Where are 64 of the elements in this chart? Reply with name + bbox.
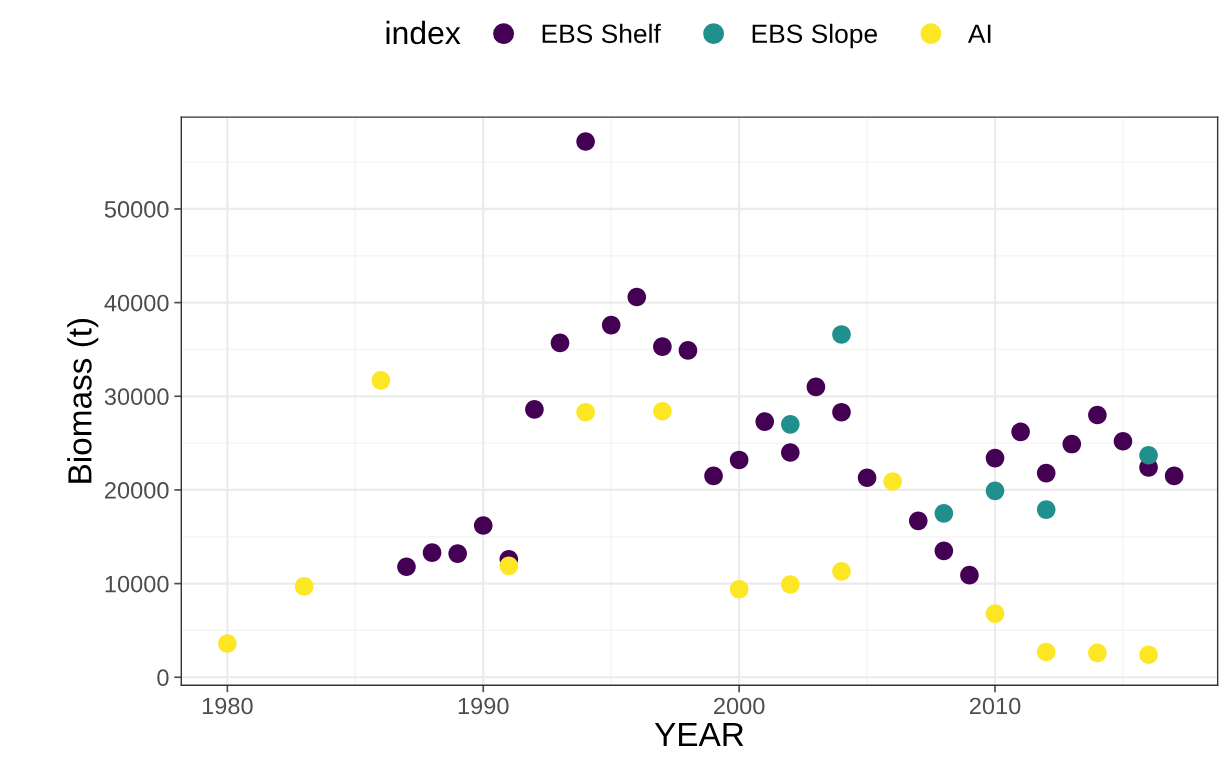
- point: [371, 371, 391, 390]
- point: [985, 448, 1005, 468]
- y-tick-label: 40000: [104, 294, 169, 312]
- point: [1011, 422, 1030, 442]
- point: [525, 400, 544, 419]
- point: [218, 634, 237, 653]
- point: [781, 443, 800, 462]
- y-tick-label: 20000: [105, 482, 169, 499]
- point: [499, 556, 519, 576]
- legend-label: EBS Slope: [752, 23, 877, 49]
- legend-title: index: [386, 20, 461, 45]
- y-tick-label: 10000: [105, 575, 169, 593]
- point: [1139, 445, 1158, 465]
- x-tick-label: 2000: [714, 697, 765, 715]
- point: [576, 132, 595, 151]
- point: [1062, 434, 1082, 454]
- point: [729, 579, 749, 599]
- point: [397, 557, 416, 577]
- point: [1036, 500, 1056, 519]
- point: [832, 402, 851, 422]
- point: [1036, 642, 1056, 662]
- y-tick-label: 0: [157, 669, 169, 687]
- y-axis-title: Biomass (t): [67, 318, 99, 483]
- point: [448, 544, 467, 563]
- x-tick-label: 1990: [458, 697, 509, 715]
- point: [755, 412, 775, 431]
- point: [781, 575, 800, 594]
- point: [627, 287, 647, 307]
- point: [985, 604, 1005, 623]
- point: [832, 562, 851, 581]
- point: [857, 468, 877, 488]
- point: [781, 415, 800, 434]
- point: [704, 466, 723, 486]
- x-tick-label: 1980: [202, 697, 253, 715]
- y-tick-label: 30000: [104, 388, 169, 406]
- point: [985, 481, 1005, 501]
- point: [422, 543, 442, 562]
- x-tick-label: 2010: [969, 697, 1021, 715]
- point: [1139, 645, 1158, 665]
- point: [908, 511, 928, 531]
- point: [294, 577, 314, 596]
- point: [1088, 643, 1107, 663]
- point: [1113, 431, 1133, 451]
- point: [653, 401, 672, 421]
- point: [601, 315, 621, 335]
- point: [832, 325, 851, 344]
- point: [729, 450, 749, 470]
- point: [934, 504, 954, 523]
- legend-label: EBS Shelf: [542, 23, 661, 44]
- point: [883, 472, 902, 491]
- point: [806, 377, 826, 397]
- point: [1088, 405, 1107, 425]
- y-tick-label: 50000: [104, 201, 169, 218]
- point: [678, 341, 698, 360]
- point: [934, 541, 954, 561]
- point: [960, 565, 979, 585]
- point: [550, 333, 570, 353]
- point: [576, 402, 595, 422]
- legend-label: AI: [967, 24, 991, 43]
- point: [653, 337, 672, 356]
- point: [473, 516, 493, 535]
- x-axis-title: YEAR: [654, 723, 744, 746]
- point: [1164, 466, 1184, 486]
- point: [1036, 463, 1056, 483]
